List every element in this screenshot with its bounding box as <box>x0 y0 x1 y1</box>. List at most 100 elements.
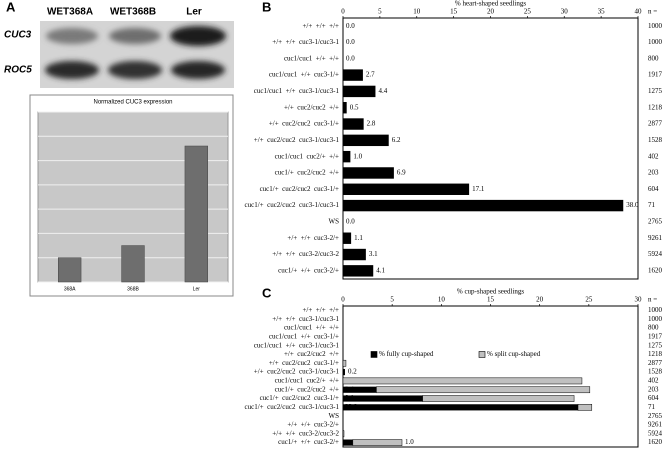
panel-label: C <box>262 285 272 300</box>
panel-label: A <box>6 0 16 14</box>
x-tick-label: 10 <box>413 8 421 16</box>
x-axis-title: % heart-shaped seedlings <box>455 0 526 8</box>
blot-row-label: ROC5 <box>4 65 32 76</box>
n-header: n = <box>648 296 657 304</box>
value-label: 1.0 <box>405 438 414 446</box>
row-label: cuc1/cuc1 +/+ cuc3-1/cuc3-1 <box>254 87 340 95</box>
n-value: 1528 <box>648 136 663 144</box>
x-tick-label: 15 <box>487 296 495 304</box>
bar <box>58 257 82 283</box>
n-value: 1000 <box>648 306 663 314</box>
row-label: cuc1/+ cuc2/cuc2 cuc3-1/+ <box>260 185 339 193</box>
x-tick-label: 0 <box>341 296 345 304</box>
n-value: 1528 <box>648 368 663 376</box>
bar <box>342 359 347 367</box>
n-header: n = <box>648 8 657 16</box>
legend-swatch <box>370 351 378 358</box>
bar <box>343 369 345 376</box>
row-label: cuc1/cuc1 cuc2/+ +/+ <box>275 152 339 160</box>
row-label: +/+ +/+ cuc3-1/cuc3-1 <box>272 38 339 46</box>
bar <box>343 150 351 163</box>
bar <box>343 395 423 402</box>
bar <box>342 377 583 385</box>
n-value: 2877 <box>648 359 663 367</box>
chart-title: Normalized CUC3 expression <box>93 100 172 106</box>
row-label: +/+ +/+ +/+ <box>302 22 339 30</box>
n-value: 1275 <box>648 341 663 349</box>
row-label: WS <box>329 218 340 226</box>
n-value: 2877 <box>648 120 663 128</box>
n-value: 402 <box>648 377 659 385</box>
value-label: 4.1 <box>376 266 385 274</box>
bar <box>343 134 389 147</box>
panel-label: B <box>262 0 271 14</box>
bar <box>352 439 403 446</box>
bar <box>343 85 376 98</box>
n-value: 800 <box>648 324 659 332</box>
bar <box>343 386 377 393</box>
blot-band <box>109 28 161 44</box>
blot-band <box>46 28 98 44</box>
value-label: 3.4 <box>345 385 354 393</box>
value-label: 3.1 <box>369 250 378 258</box>
plot-frame <box>342 305 639 448</box>
row-label: cuc1/+ +/+ cuc3-2/+ <box>278 438 339 446</box>
value-label: 2.8 <box>367 120 376 128</box>
row-label: +/+ +/+ cuc3-2/cuc3-2 <box>272 250 339 258</box>
bar <box>343 183 470 195</box>
n-value: 1218 <box>648 103 663 111</box>
row-label: cuc1/cuc1 +/+ cuc3-1/+ <box>269 71 339 79</box>
n-value: 1000 <box>648 22 663 30</box>
bar <box>376 386 591 394</box>
value-label: 6.2 <box>392 136 401 144</box>
row-label: WS <box>329 412 340 420</box>
bar <box>343 404 579 411</box>
n-value: 1000 <box>648 315 663 323</box>
row-label: +/+ +/+ cuc3-2/+ <box>287 234 339 242</box>
blot-band <box>171 61 225 79</box>
bar <box>343 248 366 261</box>
x-tick-label: 20 <box>487 8 495 16</box>
x-tick-label: 368B <box>127 286 139 292</box>
blot-row-label: CUC3 <box>4 30 32 41</box>
x-tick-label: 40 <box>635 8 643 16</box>
x-tick-label: Ler <box>193 286 201 292</box>
n-value: 203 <box>648 385 659 393</box>
n-value: 2765 <box>648 218 663 226</box>
value-label: 17.1 <box>472 185 485 193</box>
bar <box>343 118 364 130</box>
value-label: 2.7 <box>366 71 375 79</box>
n-value: 604 <box>648 185 659 193</box>
legend-label: % split cup-shaped <box>487 350 541 358</box>
x-axis-title: % cup-shaped seedlings <box>457 288 525 296</box>
row-label: +/+ +/+ cuc3-2/+ <box>287 421 339 429</box>
row-label: cuc1/cuc1 +/+ cuc3-1/cuc3-1 <box>254 341 340 349</box>
value-label: 0.0 <box>346 38 355 46</box>
x-tick-label: 25 <box>524 8 532 16</box>
row-label: +/+ +/+ cuc3-1/cuc3-1 <box>272 315 339 323</box>
bar <box>343 265 374 277</box>
bar <box>343 439 353 446</box>
blot-band <box>170 26 226 46</box>
row-label: cuc1/+ cuc2/cuc2 cuc3-1/cuc3-1 <box>244 403 339 411</box>
x-tick-label: 30 <box>635 296 643 304</box>
n-value: 2765 <box>648 412 663 420</box>
blot-bands <box>45 26 226 79</box>
n-value: 402 <box>648 152 659 160</box>
value-label: 38.0 <box>626 201 639 209</box>
n-value: 604 <box>648 394 659 402</box>
x-tick-label: 30 <box>561 8 569 16</box>
x-tick-label: 5 <box>390 296 394 304</box>
value-label: 0.0 <box>346 54 355 62</box>
value-label: 0.2 <box>348 368 357 376</box>
n-value: 203 <box>648 169 659 177</box>
plot-frame <box>342 17 639 280</box>
bar <box>184 145 208 283</box>
x-tick-label: 10 <box>438 296 446 304</box>
n-value: 1917 <box>648 71 663 79</box>
row-label: cuc1/+ cuc2/cuc2 +/+ <box>275 385 339 393</box>
row-label: +/+ cuc2/cuc2 +/+ <box>284 103 339 111</box>
blot-column-label: Ler <box>186 7 202 18</box>
bar <box>343 199 624 212</box>
